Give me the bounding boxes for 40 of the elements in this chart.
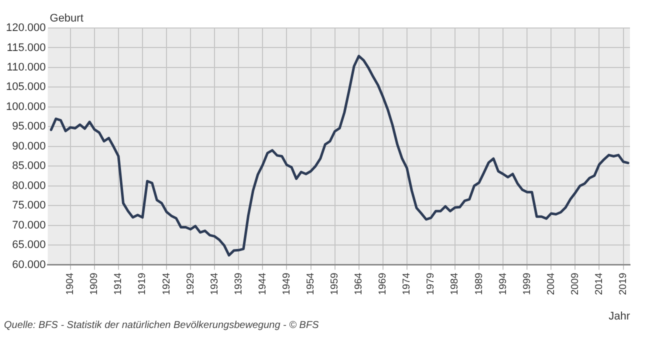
y-tick-label: 75.000 — [12, 200, 46, 212]
x-tick-label: 1919 — [137, 272, 148, 296]
y-tick-label: 95.000 — [12, 120, 46, 133]
x-tick-label: 2009 — [570, 272, 581, 296]
x-tick-label: 2014 — [594, 272, 605, 296]
x-tick-label: 1914 — [113, 272, 124, 296]
y-tick-label: 120.000 — [6, 22, 46, 34]
y-tick-label: 90.000 — [12, 140, 46, 152]
y-tick-label: 60.000 — [12, 258, 46, 271]
y-tick-label: 85.000 — [12, 160, 46, 172]
x-tick-label: 1939 — [233, 272, 244, 296]
x-tick-label: 1949 — [281, 272, 292, 296]
y-tick-label: 65.000 — [12, 239, 46, 252]
x-tick-label: 1944 — [257, 272, 268, 296]
x-tick-label: 1989 — [474, 272, 485, 296]
x-tick-label: 1934 — [209, 272, 220, 296]
x-axis-title: Jahr — [608, 310, 630, 323]
x-tick-label: 1984 — [450, 272, 461, 296]
x-tick-label: 1904 — [65, 272, 76, 296]
x-tick-label: 1929 — [185, 272, 196, 296]
x-tick-label: 1964 — [354, 272, 365, 296]
x-tick-label: 1994 — [498, 272, 509, 296]
y-tick-label: 80.000 — [12, 180, 46, 192]
x-tick-label: 1974 — [402, 272, 413, 296]
x-tick-label: 1999 — [522, 272, 533, 296]
y-tick-label: 105.000 — [6, 81, 46, 94]
x-tick-label: 1924 — [161, 272, 172, 296]
y-axis-title: Geburt — [50, 12, 84, 25]
x-tick-label: 1909 — [89, 272, 100, 296]
y-tick-label: 115.000 — [6, 42, 46, 54]
x-tick-label: 1954 — [306, 272, 317, 296]
x-tick-label: 1959 — [330, 272, 341, 296]
source-note: Quelle: BFS - Statistik der natürlichen Bevölkerungsbewegung - © BFS — [4, 320, 320, 331]
y-tick-label: 110.000 — [6, 61, 46, 74]
y-tick-label: 100.000 — [6, 100, 46, 113]
x-tick-label: 1969 — [378, 272, 389, 296]
y-tick-label: 70.000 — [12, 219, 46, 232]
x-tick-label: 2004 — [546, 272, 557, 296]
x-tick-label: 1979 — [426, 272, 437, 296]
x-tick-label: 2019 — [618, 272, 630, 296]
